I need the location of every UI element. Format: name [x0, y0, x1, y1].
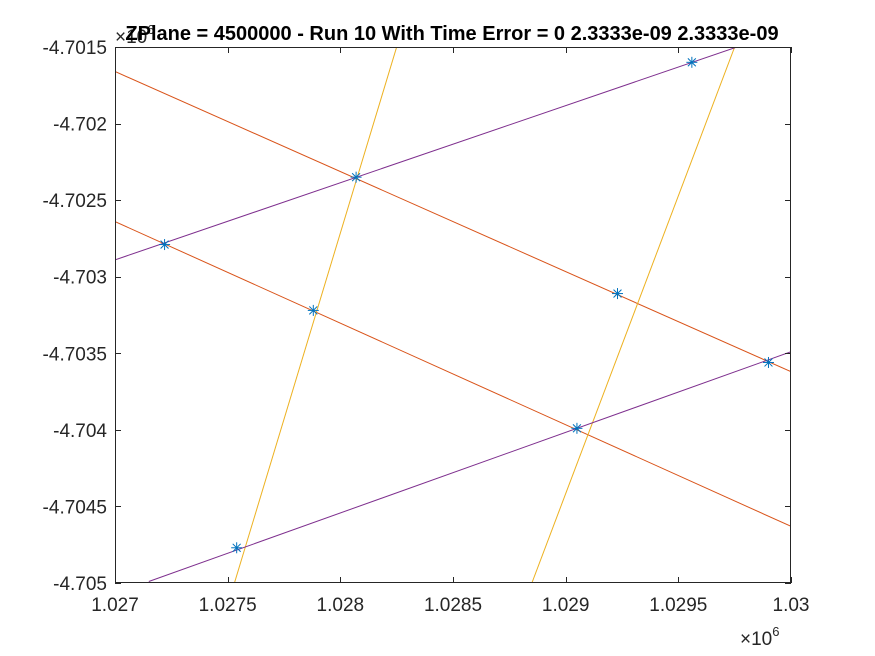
y-tick-label-1: -4.7015 — [43, 38, 107, 59]
y-tick-label-6: -4.704 — [53, 421, 107, 442]
x-tick-label-5: 1.029 — [542, 595, 590, 616]
x-tick-label-4: 1.0285 — [424, 595, 482, 616]
y-tick-label-2: -4.702 — [53, 115, 107, 136]
x-exponent-base: ×10 — [740, 629, 772, 650]
y-tick-labels: -4.7015 -4.702 -4.7025 -4.703 -4.7035 -4.704 -… — [43, 38, 108, 595]
y-exponent-label: ×106 — [115, 22, 154, 48]
axis-ticks — [115, 47, 792, 584]
marker-point-6 — [571, 422, 583, 434]
series-line-3 — [233, 47, 398, 583]
svg-text:×106: ×106 — [115, 22, 154, 48]
series-line-5 — [115, 47, 739, 261]
x-exponent-label: ×106 — [740, 624, 779, 650]
y-tick-label-8: -4.705 — [53, 574, 107, 595]
x-tick-label-7: 1.03 — [773, 595, 810, 616]
series-lines — [115, 47, 791, 583]
y-tick-label-4: -4.703 — [53, 268, 107, 289]
marker-point-2 — [350, 171, 362, 183]
marker-point-8 — [231, 542, 243, 554]
y-exponent-base: ×10 — [115, 27, 147, 48]
marker-point-3 — [686, 56, 698, 68]
series-line-4 — [531, 47, 736, 583]
intersection-markers — [159, 56, 774, 554]
x-tick-label-1: 1.027 — [91, 595, 139, 616]
marker-point-7 — [762, 356, 774, 368]
y-exponent-power: 6 — [147, 22, 154, 37]
x-exponent-power: 6 — [772, 624, 779, 639]
x-tick-label-3: 1.028 — [317, 595, 365, 616]
x-tick-label-6: 1.0295 — [649, 595, 707, 616]
marker-point-5 — [611, 288, 623, 300]
chart-title: ZPlane = 4500000 - Run 10 With Time Erro… — [125, 23, 778, 45]
series-line-1 — [115, 71, 791, 373]
x-tick-labels: 1.027 1.0275 1.028 1.0285 1.029 1.0295 1.03 — [91, 595, 809, 616]
y-tick-label-5: -4.7035 — [43, 344, 107, 365]
plot-area — [115, 47, 791, 583]
series-line-2 — [115, 221, 791, 527]
x-tick-label-2: 1.0275 — [199, 595, 257, 616]
marker-point-1 — [159, 239, 171, 251]
series-line-6 — [148, 351, 791, 582]
y-tick-label-3: -4.7025 — [43, 191, 107, 212]
svg-text:×106: ×106 — [740, 624, 779, 650]
y-tick-label-7: -4.7045 — [43, 497, 107, 518]
marker-point-4 — [307, 304, 319, 316]
